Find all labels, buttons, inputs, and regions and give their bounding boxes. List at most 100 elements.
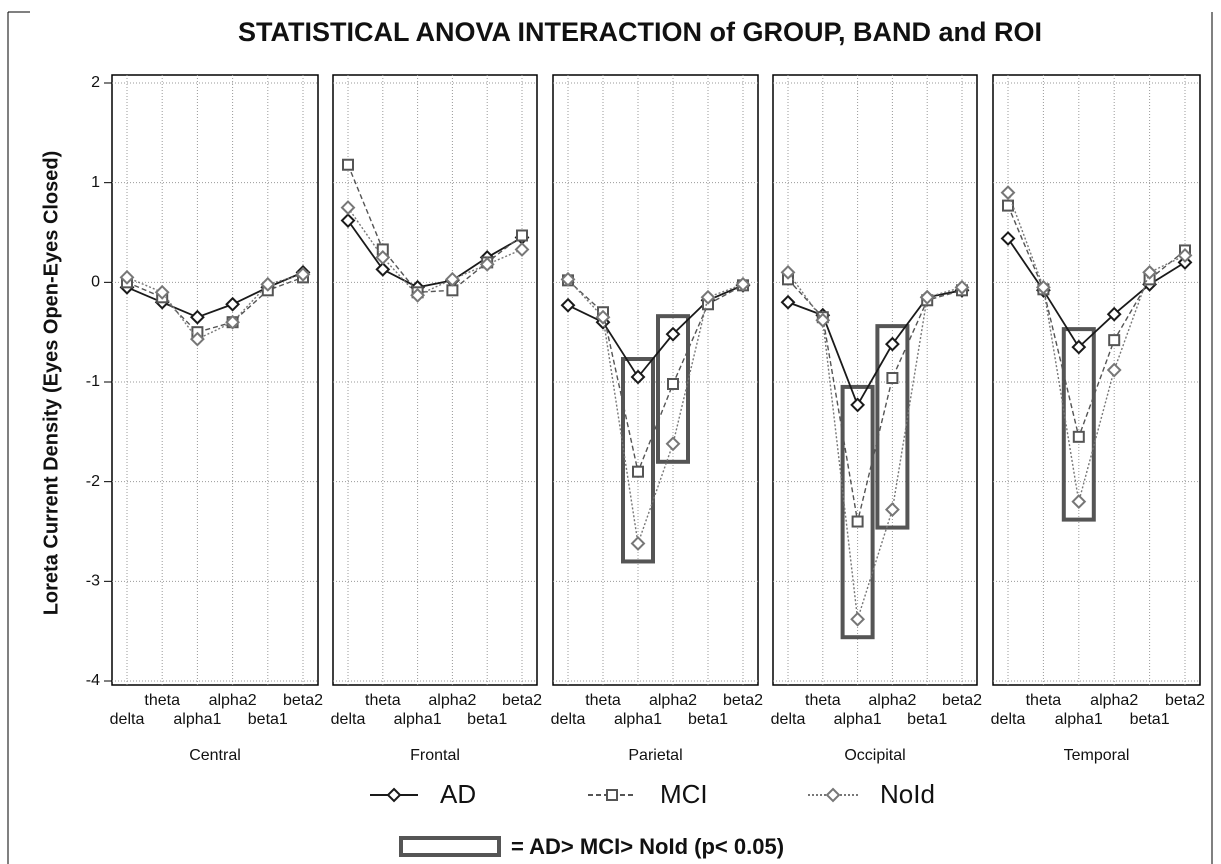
marker bbox=[1035, 279, 1051, 295]
marker bbox=[1071, 339, 1087, 355]
y-tick-label: 0 bbox=[91, 274, 100, 291]
marker bbox=[884, 336, 900, 352]
marker bbox=[850, 611, 866, 627]
marker bbox=[700, 289, 716, 305]
y-tick-label: 1 bbox=[91, 174, 100, 191]
marker bbox=[1142, 264, 1158, 280]
marker bbox=[1106, 362, 1122, 378]
x-tick-label: beta2 bbox=[1165, 692, 1205, 709]
x-tick-label: beta1 bbox=[248, 711, 288, 728]
marker bbox=[560, 271, 576, 287]
marker bbox=[260, 276, 276, 292]
marker bbox=[1000, 185, 1016, 201]
marker bbox=[665, 326, 681, 342]
marker bbox=[954, 279, 970, 295]
marker bbox=[342, 158, 354, 171]
marker bbox=[516, 229, 528, 242]
x-tick-label: beta1 bbox=[467, 711, 507, 728]
series-line bbox=[787, 271, 963, 620]
x-tick-label: alpha2 bbox=[649, 692, 697, 709]
x-tick-label: alpha1 bbox=[394, 711, 442, 728]
x-tick-label: alpha1 bbox=[614, 711, 662, 728]
y-tick-label: -1 bbox=[86, 373, 100, 390]
chart-title: STATISTICAL ANOVA INTERACTION of GROUP, … bbox=[238, 17, 1042, 47]
x-tick-label: theta bbox=[585, 692, 621, 709]
legend-marker bbox=[386, 787, 402, 803]
x-tick-label: alpha2 bbox=[209, 692, 257, 709]
x-tick-label: beta2 bbox=[723, 692, 763, 709]
marker bbox=[375, 261, 391, 277]
marker bbox=[340, 213, 356, 228]
panel-frame bbox=[332, 74, 538, 686]
significance-box bbox=[1061, 327, 1096, 522]
marker bbox=[595, 309, 611, 325]
marker bbox=[154, 284, 170, 300]
x-tick-label: theta bbox=[805, 692, 841, 709]
x-tick-label: delta bbox=[991, 711, 1026, 728]
significance-box bbox=[840, 384, 875, 640]
series-line bbox=[567, 278, 744, 544]
significance-box bbox=[656, 314, 690, 464]
marker bbox=[375, 250, 391, 265]
marker bbox=[410, 287, 426, 303]
marker bbox=[514, 242, 530, 257]
panel-frame bbox=[772, 74, 978, 686]
marker bbox=[851, 515, 864, 528]
legend-note: = AD> MCI> NoId (p< 0.05) bbox=[511, 834, 784, 859]
marker bbox=[884, 502, 900, 517]
panel-label: Frontal bbox=[410, 747, 460, 764]
legend-marker bbox=[825, 787, 841, 803]
y-tick-label: -4 bbox=[86, 672, 100, 689]
marker bbox=[560, 297, 576, 313]
legend-marker bbox=[606, 789, 618, 801]
x-tick-label: alpha2 bbox=[428, 692, 476, 709]
panel-frame bbox=[111, 74, 319, 686]
marker bbox=[667, 377, 679, 390]
series-line bbox=[1007, 192, 1186, 502]
y-tick-label: 2 bbox=[91, 74, 100, 91]
x-tick-label: beta2 bbox=[283, 692, 323, 709]
x-tick-label: beta2 bbox=[942, 692, 982, 709]
legend-box bbox=[399, 836, 501, 857]
marker bbox=[1177, 248, 1193, 263]
marker bbox=[119, 269, 135, 285]
x-tick-label: beta1 bbox=[1130, 711, 1170, 728]
panel-label: Temporal bbox=[1064, 747, 1130, 764]
significance-box bbox=[875, 324, 910, 530]
marker bbox=[1108, 334, 1121, 347]
marker bbox=[444, 271, 460, 287]
marker bbox=[189, 309, 205, 325]
marker bbox=[780, 264, 796, 280]
x-tick-label: delta bbox=[110, 711, 145, 728]
x-tick-label: alpha1 bbox=[834, 711, 882, 728]
marker bbox=[189, 331, 205, 347]
x-tick-label: alpha1 bbox=[1055, 711, 1103, 728]
marker bbox=[919, 289, 935, 305]
marker bbox=[479, 256, 495, 272]
panel-frame bbox=[992, 74, 1201, 686]
marker bbox=[295, 266, 311, 282]
y-tick-label: -3 bbox=[86, 573, 100, 590]
significance-box bbox=[621, 357, 655, 564]
panel-label: Central bbox=[189, 747, 241, 764]
marker bbox=[1071, 494, 1087, 510]
marker bbox=[886, 372, 899, 385]
marker bbox=[225, 314, 241, 330]
x-tick-label: beta1 bbox=[907, 711, 947, 728]
marker bbox=[1002, 199, 1014, 212]
series-line bbox=[1007, 205, 1186, 440]
y-tick-label: -2 bbox=[86, 473, 100, 490]
series-line bbox=[567, 279, 744, 475]
marker bbox=[632, 465, 644, 478]
panel-frame bbox=[552, 74, 759, 686]
marker bbox=[850, 397, 866, 413]
marker bbox=[815, 312, 831, 328]
marker bbox=[1106, 306, 1122, 322]
x-tick-label: alpha2 bbox=[868, 692, 916, 709]
marker bbox=[1000, 231, 1016, 246]
marker bbox=[630, 369, 646, 385]
x-tick-label: alpha1 bbox=[173, 711, 221, 728]
marker bbox=[1072, 430, 1085, 443]
x-tick-label: delta bbox=[551, 711, 586, 728]
